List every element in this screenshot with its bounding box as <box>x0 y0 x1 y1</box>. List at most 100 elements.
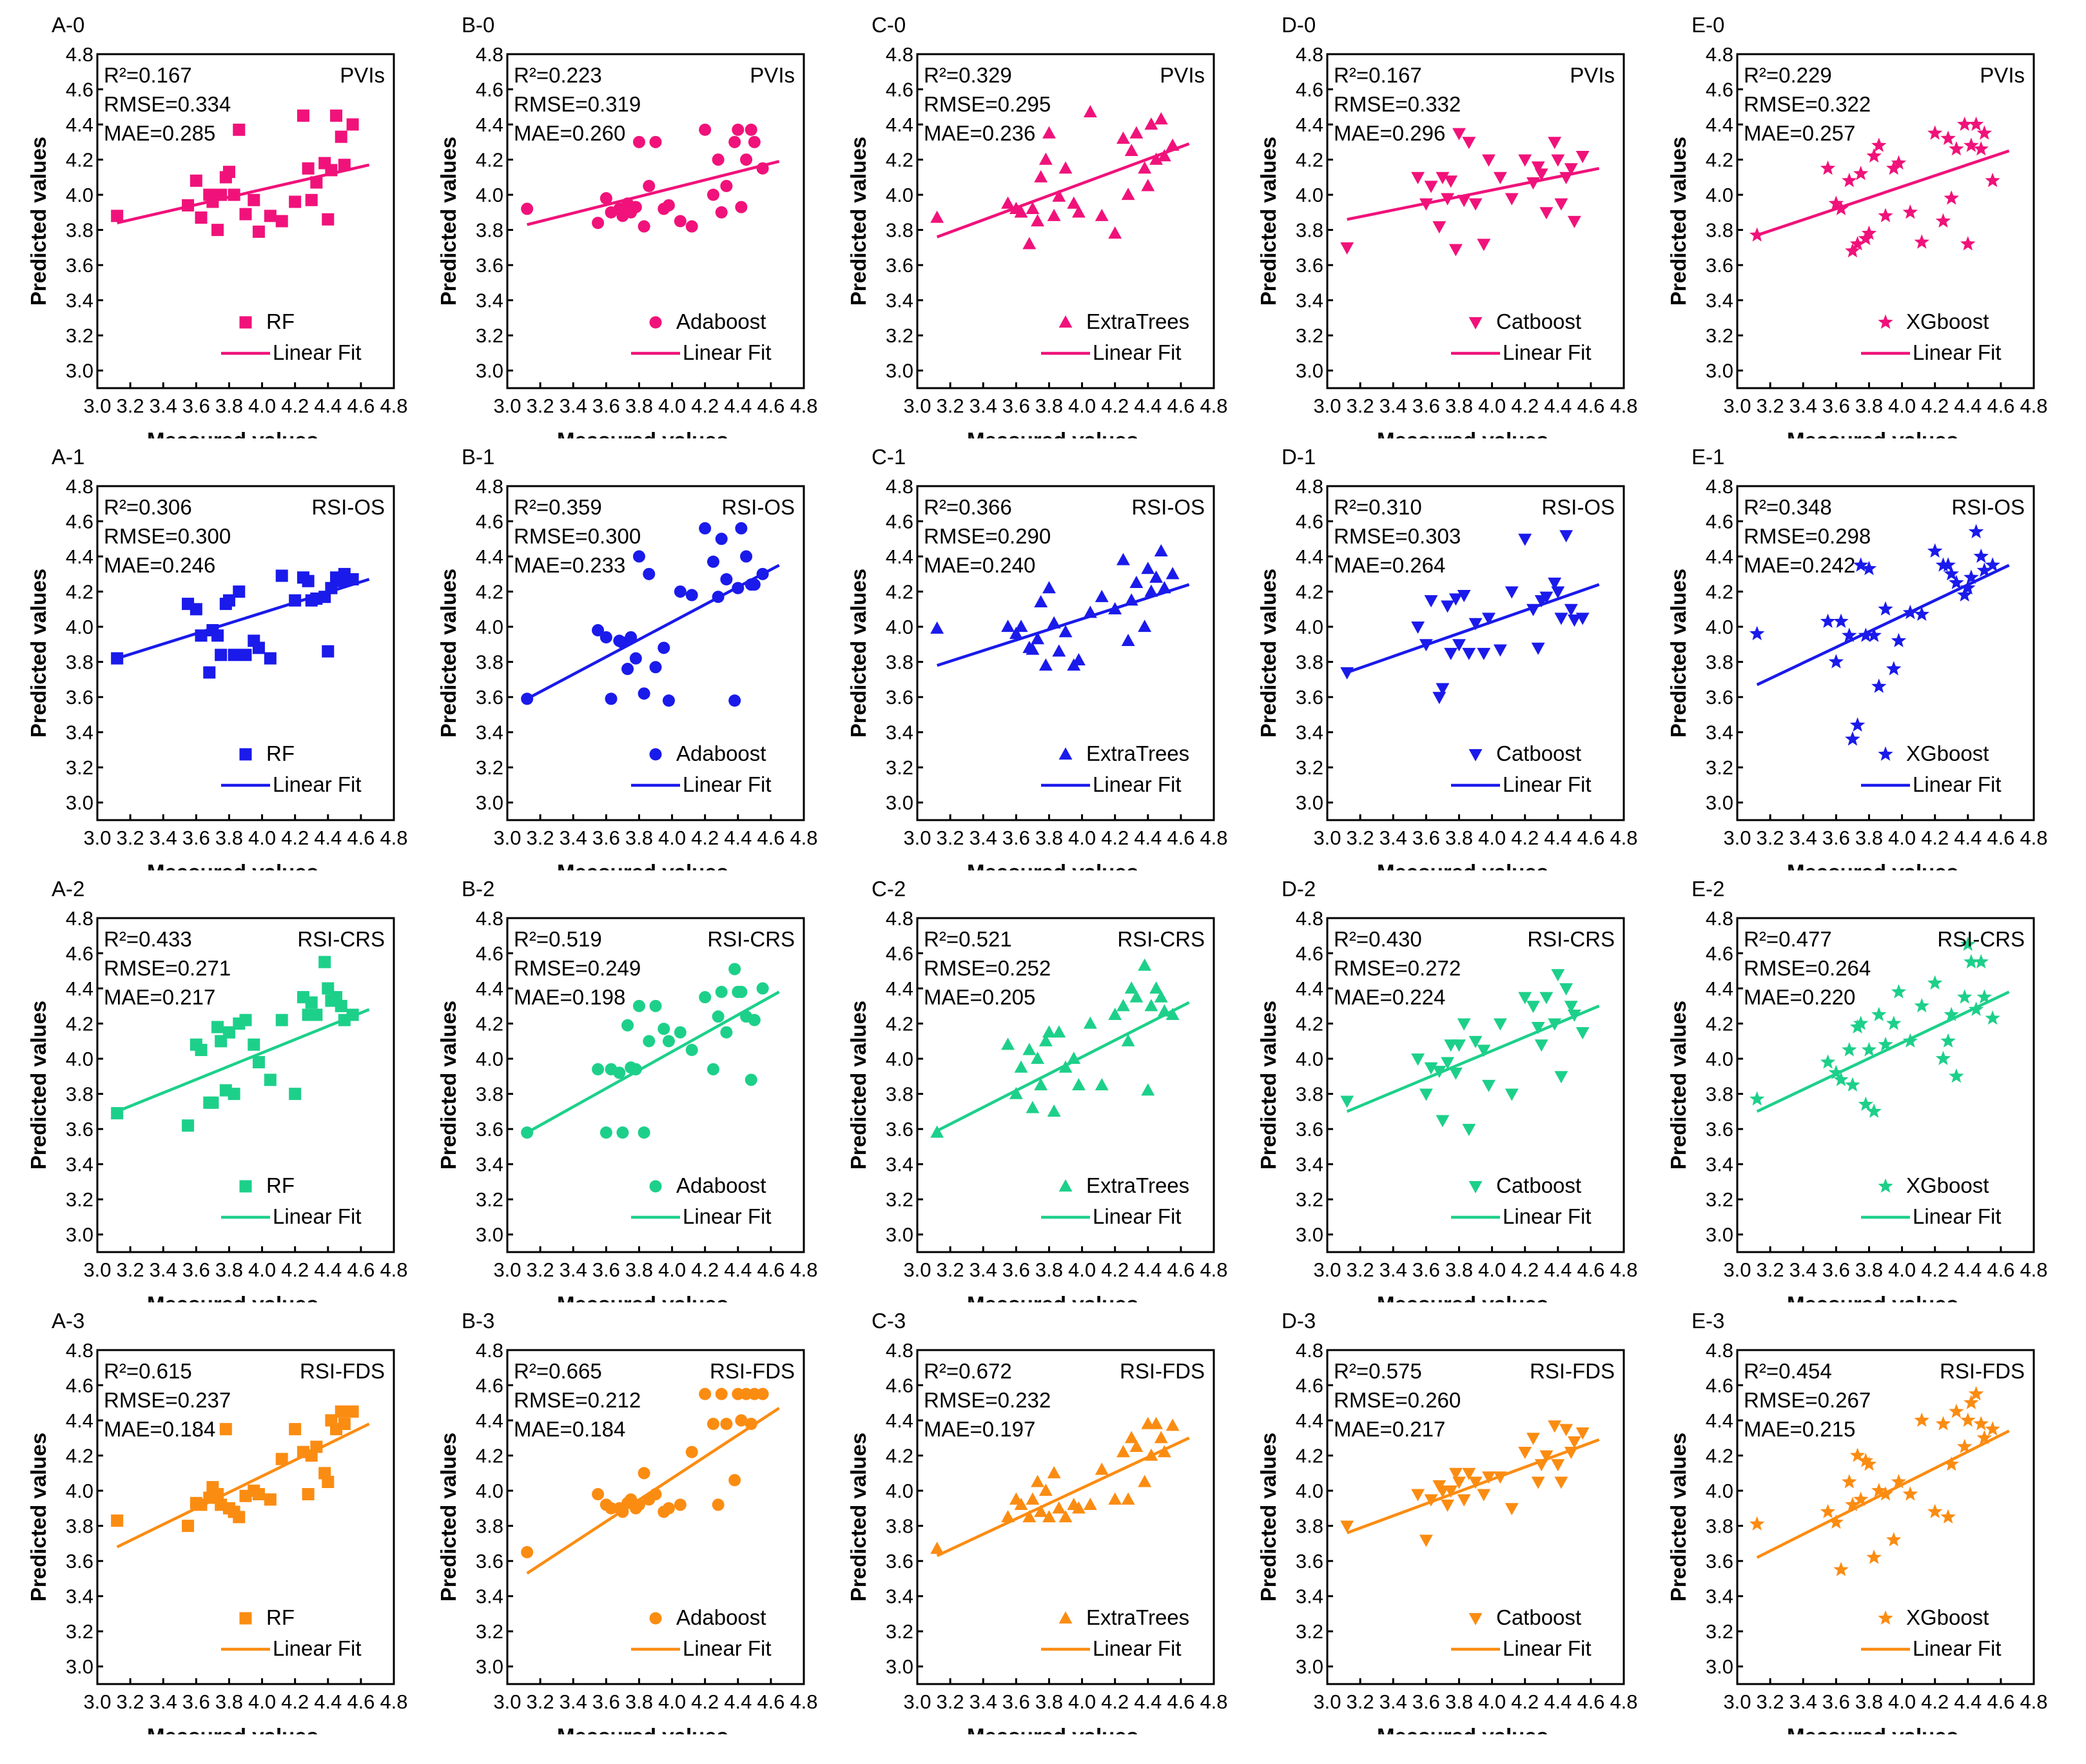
x-axis-label: Measured values <box>1377 1292 1548 1302</box>
x-tick-label: 4.4 <box>1954 827 1982 849</box>
data-point <box>1871 137 1887 152</box>
data-point <box>712 153 725 166</box>
x-tick-label: 4.2 <box>1511 395 1539 417</box>
data-point <box>1047 1104 1061 1117</box>
x-tick-label: 3.2 <box>527 827 554 849</box>
y-tick-label: 3.4 <box>1706 1585 1733 1608</box>
panel-label: E-2 <box>1691 877 1724 901</box>
linear-fit-line <box>116 1422 370 1549</box>
y-tick-label: 4.2 <box>1296 1013 1323 1035</box>
data-point <box>715 533 728 545</box>
x-tick-label: 3.6 <box>592 395 620 417</box>
data-point <box>1564 163 1578 176</box>
x-tick-label: 3.6 <box>1822 1690 1850 1713</box>
legend-marker <box>1468 317 1483 329</box>
method-label: RSI-CRS <box>1937 927 2025 951</box>
y-tick-label: 4.4 <box>66 1409 93 1432</box>
y-tick-label: 4.4 <box>66 545 93 568</box>
panel-label: A-0 <box>52 13 84 37</box>
data-point <box>1564 1447 1578 1460</box>
x-tick-label: 4.2 <box>1101 1259 1129 1281</box>
plot-frame <box>506 53 805 389</box>
y-tick-label: 3.4 <box>1296 1153 1323 1176</box>
rmse-text: RMSE=0.290 <box>924 524 1051 548</box>
data-point <box>195 1043 208 1056</box>
plot-frame <box>916 1349 1215 1685</box>
x-tick-label: 3.2 <box>527 1690 554 1713</box>
x-tick-label: 4.2 <box>691 827 719 849</box>
data-point <box>629 652 642 665</box>
y-axis-label: Predicted values <box>26 1433 50 1602</box>
panel-label: D-2 <box>1282 877 1316 901</box>
data-point <box>1452 128 1466 141</box>
data-point <box>1083 605 1097 618</box>
data-point <box>732 582 745 594</box>
scatter-panel-D-1: D-13.03.23.43.63.84.04.24.44.64.83.0 3.2 3… <box>1256 445 1638 870</box>
data-point <box>346 573 359 585</box>
legend-model-label: Adaboost <box>676 309 766 333</box>
legend-marker <box>1468 1612 1483 1625</box>
data-point <box>1481 1471 1496 1484</box>
panel-label: C-3 <box>872 1309 906 1333</box>
data-point <box>728 694 741 707</box>
data-point <box>658 642 670 654</box>
y-tick-label: 4.4 <box>886 545 913 568</box>
x-tick-label: 4.2 <box>281 1259 309 1281</box>
y-tick-label: 4.6 <box>1296 79 1323 101</box>
plot-frame <box>1326 53 1625 389</box>
data-point <box>685 589 698 602</box>
data-point <box>1411 172 1425 184</box>
data-point <box>1468 1035 1483 1048</box>
data-point <box>748 578 761 591</box>
data-point <box>649 999 662 1012</box>
data-point <box>1031 632 1045 645</box>
data-point <box>211 629 224 642</box>
y-tick-label: 4.0 <box>886 1480 913 1502</box>
x-axis-label: Measured values <box>1377 1724 1548 1734</box>
y-tick-label: 3.0 <box>66 1224 93 1246</box>
x-tick-label: 3.0 <box>493 395 521 417</box>
r2-text: R²=0.519 <box>514 927 602 951</box>
data-point <box>1548 1018 1562 1031</box>
x-tick-label: 3.6 <box>1822 395 1850 417</box>
data-point <box>1432 221 1447 234</box>
x-tick-label: 3.4 <box>1789 395 1817 417</box>
data-point <box>252 642 265 654</box>
y-axis-label: Predicted values <box>846 569 870 738</box>
x-tick-label: 4.8 <box>2020 1259 2047 1281</box>
data-point <box>1009 627 1023 640</box>
data-point <box>1014 205 1028 218</box>
y-tick-label: 3.2 <box>66 324 93 347</box>
y-tick-label: 3.0 <box>886 1656 913 1678</box>
y-tick-label: 3.4 <box>886 1585 913 1608</box>
x-tick-label: 3.4 <box>560 1259 587 1281</box>
x-tick-label: 3.2 <box>527 395 554 417</box>
data-point <box>1058 161 1073 174</box>
data-point <box>1505 1088 1519 1101</box>
y-tick-label: 4.6 <box>886 511 913 533</box>
data-point <box>1468 198 1483 211</box>
y-tick-label: 4.0 <box>1706 1480 1733 1502</box>
data-point <box>1129 126 1144 139</box>
legend-model-label: XGboost <box>1906 1605 1989 1629</box>
y-tick-label: 4.8 <box>66 43 93 66</box>
data-point <box>621 1019 634 1032</box>
x-tick-label: 3.0 <box>1723 1259 1751 1281</box>
x-tick-label: 3.8 <box>1445 1690 1473 1713</box>
data-point <box>1914 998 1929 1013</box>
x-tick-label: 4.4 <box>314 395 342 417</box>
data-point <box>1452 639 1466 652</box>
y-tick-label: 3.2 <box>886 1620 913 1643</box>
data-point <box>1009 1086 1023 1099</box>
data-point <box>1138 620 1152 632</box>
x-axis-label: Measured values <box>967 1724 1138 1734</box>
data-point <box>346 1008 359 1021</box>
x-tick-label: 4.8 <box>790 827 817 849</box>
x-tick-label: 4.6 <box>1577 1690 1604 1713</box>
scatter-panel-A-3: A-33.03.23.43.63.84.04.24.44.64.83.0 3.2 3… <box>26 1309 408 1734</box>
data-point <box>662 1035 675 1048</box>
data-point <box>632 550 645 563</box>
data-point <box>1505 586 1519 599</box>
scatter-panel-A-2: A-23.03.23.43.63.84.04.24.44.64.83.0 3.2 3… <box>26 877 408 1302</box>
y-tick-label: 3.2 <box>476 324 503 347</box>
